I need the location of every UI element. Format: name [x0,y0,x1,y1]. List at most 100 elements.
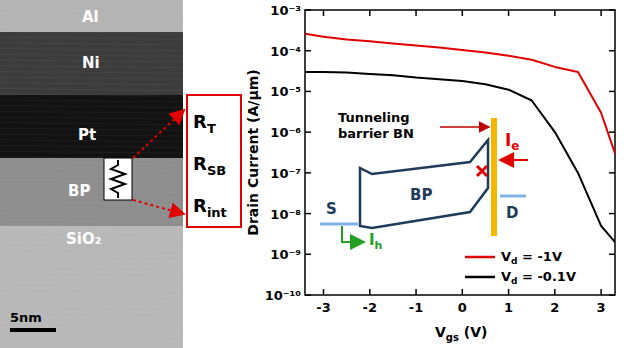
y-tick [609,213,615,215]
legend-label: Vd = -0.1V [501,269,576,286]
layer-label: BP [68,182,90,200]
resistance-box [187,95,241,227]
texture [0,271,183,273]
x-tick [323,289,325,295]
texture [0,83,183,85]
figure: AlNiPtBPSiO₂5nmRTRSBRint-3-2-1012310⁻¹⁰1… [0,0,637,348]
x-tick [462,289,464,295]
barrier [491,118,497,236]
hole-current-label: Ih [369,231,382,252]
tem-image: AlNiPtBPSiO₂5nm [0,0,184,348]
resistance-label: RT [193,111,216,136]
band-diagram: SBPTunnelingbarrier BNDIeIh [320,110,528,252]
texture [0,282,183,284]
electron-arrow [500,159,528,161]
x-tick [462,10,464,16]
y-tick-label: 10⁻⁷ [270,166,301,181]
layer-label: SiO₂ [66,230,101,248]
texture [0,100,183,102]
texture [0,49,183,51]
y-tick-label: 10⁻⁵ [270,84,301,99]
y-tick-label: 10⁻⁴ [270,44,301,59]
x-tick-label: -1 [409,300,423,315]
x-tick [369,289,371,295]
x-axis-title: Vgs (V) [435,324,487,343]
chart: -3-2-1012310⁻¹⁰10⁻⁹10⁻⁸10⁻⁷10⁻⁶10⁻⁵10⁻⁴1… [245,3,615,343]
y-tick [609,254,615,256]
layer [0,158,183,226]
x-tick-label: -3 [316,300,330,315]
texture [0,163,183,165]
legend-line [465,256,495,259]
x-tick-label: 1 [504,300,513,315]
texture [0,214,183,216]
texture [0,146,183,148]
resistor-box [104,158,132,200]
x-tick [600,10,602,16]
texture [0,277,183,279]
texture [0,32,183,34]
x-tick [508,10,510,16]
drain-level [500,195,526,198]
y-tick [609,91,615,93]
channel-label: BP [410,186,432,204]
x-tick [508,289,510,295]
electron-current-label: Ie [505,130,519,153]
texture [0,208,183,210]
texture [0,265,183,267]
pointer [133,200,184,214]
texture [0,328,183,330]
x-tick-label: 0 [458,300,467,315]
texture [0,339,183,341]
y-tick-label: 10⁻⁹ [270,247,301,262]
y-tick [305,172,311,174]
texture [0,94,183,96]
x-tick [600,289,602,295]
texture [0,123,183,125]
y-tick [609,50,615,52]
texture [0,168,183,170]
scale-bar [10,328,56,332]
texture [0,77,183,79]
texture [0,37,183,39]
texture [0,111,183,113]
legend-line [465,276,495,279]
y-tick-label: 10⁻¹⁰ [265,288,302,303]
legend: Vd = -1VVd = -0.1V [465,249,576,286]
texture [0,157,183,159]
x-tick [554,10,556,16]
layer-label: Ni [82,54,100,72]
x-tick [415,10,417,16]
resistance-label: RSB [193,153,226,178]
y-tick [305,131,311,133]
texture [0,248,183,250]
x-tick [323,10,325,16]
y-axis-title: Drain Current (A/μm) [245,69,261,235]
y-tick-label: 10⁻⁶ [270,125,301,140]
source-level [320,223,358,226]
resistance-label: Rint [193,195,227,220]
barrier-label: Tunnelingbarrier BN [338,110,414,141]
texture [0,117,183,119]
source-label: S [326,200,337,218]
texture [0,305,183,307]
texture [0,151,183,153]
texture [0,180,183,182]
texture [0,203,183,205]
texture [0,106,183,108]
scale-label: 5nm [10,310,42,325]
texture [0,3,183,5]
y-tick [305,50,311,52]
layer [0,32,183,95]
texture [0,299,183,301]
y-tick [609,172,615,174]
layer [0,0,183,32]
texture [0,288,183,290]
layer-label: Al [82,8,99,26]
x-tick [415,289,417,295]
series-line [305,72,615,242]
texture [0,334,183,336]
y-tick [305,254,311,256]
series-line [305,34,615,154]
x-tick-label: 3 [597,300,606,315]
